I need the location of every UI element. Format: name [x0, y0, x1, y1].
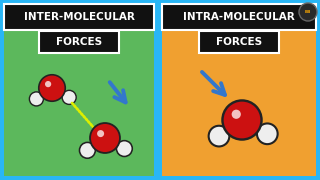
Text: INTER-MOLECULAR: INTER-MOLECULAR	[24, 12, 134, 22]
Text: INTRA-MOLECULAR: INTRA-MOLECULAR	[183, 12, 295, 22]
Bar	[39, 31, 119, 53]
Text: BB: BB	[305, 10, 311, 14]
Circle shape	[222, 100, 261, 140]
Circle shape	[209, 126, 229, 147]
Bar	[4, 4, 154, 176]
Text: FORCES: FORCES	[56, 37, 102, 47]
Circle shape	[62, 90, 76, 104]
Text: FORCES: FORCES	[216, 37, 262, 47]
Circle shape	[45, 81, 51, 87]
Circle shape	[299, 3, 317, 21]
Circle shape	[79, 142, 95, 158]
Circle shape	[232, 110, 241, 119]
Bar	[4, 4, 154, 30]
Circle shape	[257, 123, 278, 144]
Circle shape	[39, 75, 65, 101]
Circle shape	[29, 92, 44, 106]
Circle shape	[97, 130, 104, 137]
Bar	[162, 4, 316, 176]
Circle shape	[90, 123, 120, 153]
Bar	[162, 4, 316, 30]
Bar	[199, 31, 279, 53]
Circle shape	[116, 141, 132, 156]
